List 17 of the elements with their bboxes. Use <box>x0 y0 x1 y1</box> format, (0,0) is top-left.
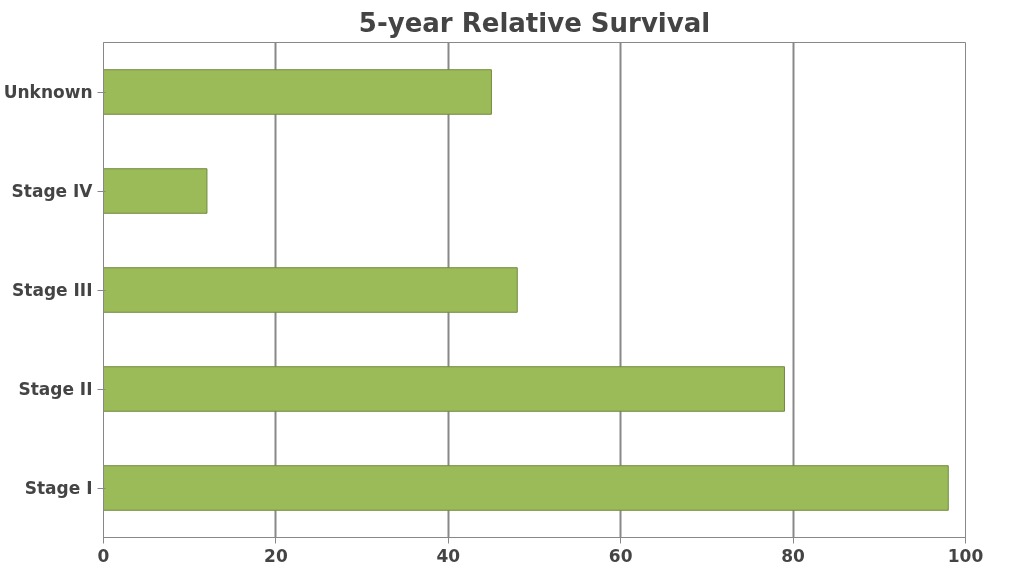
y-tick-label: Stage II <box>18 379 93 399</box>
x-tick-label: 20 <box>264 545 288 566</box>
y-tick-label: Stage I <box>24 478 93 498</box>
x-tick-label: 40 <box>436 545 461 566</box>
x-tick-label: 0 <box>97 545 110 566</box>
bar <box>103 168 208 214</box>
bar <box>103 366 785 412</box>
chart-title: 5-year Relative Survival <box>358 7 711 38</box>
bar <box>103 465 949 511</box>
x-tick-label: 80 <box>781 545 806 566</box>
y-tick-label: Unknown <box>3 82 93 102</box>
x-tick-label: 100 <box>947 545 984 566</box>
bar <box>103 69 492 115</box>
y-tick-label: Stage III <box>12 280 93 300</box>
bar <box>103 267 518 313</box>
x-tick-label: 60 <box>608 545 633 566</box>
y-tick-label: Stage IV <box>11 181 94 201</box>
